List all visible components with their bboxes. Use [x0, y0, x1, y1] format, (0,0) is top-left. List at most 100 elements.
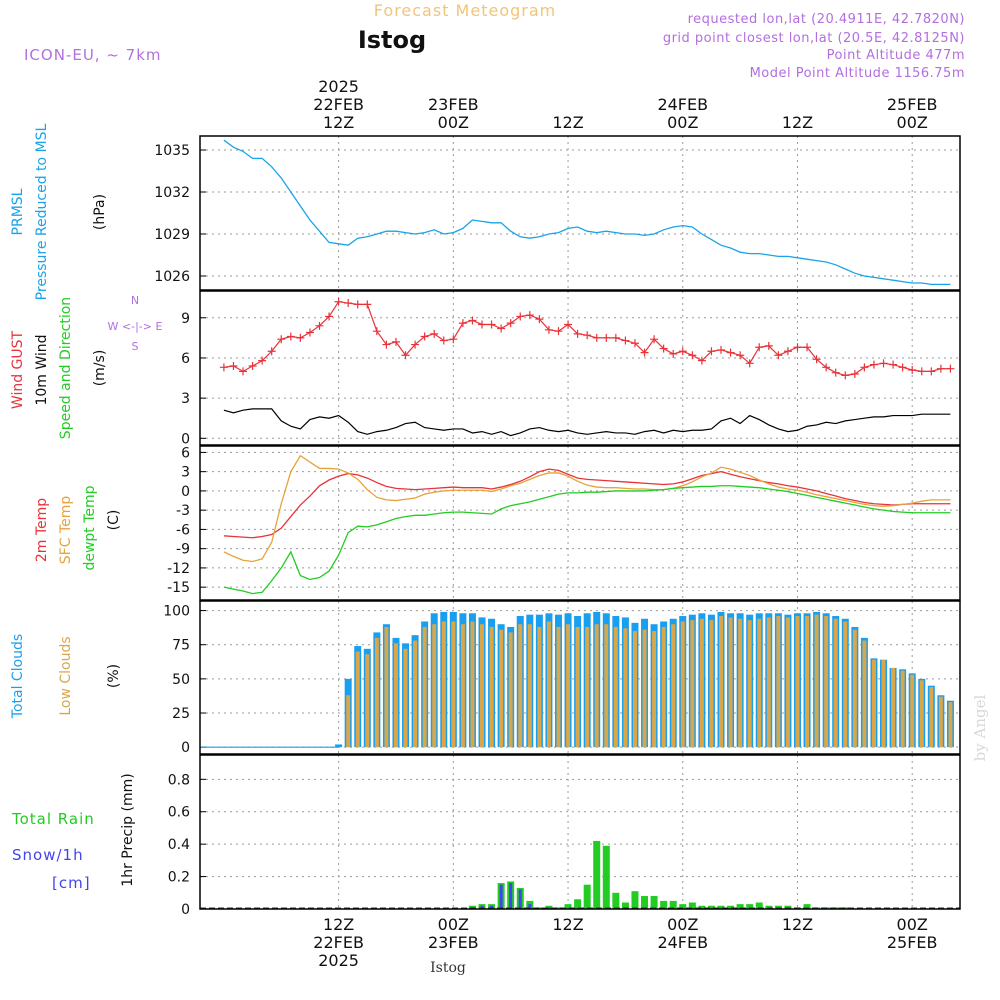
gust-marker	[755, 343, 764, 352]
y-tick-label: 0.4	[168, 837, 190, 853]
low-cloud-bar	[585, 626, 590, 748]
gust-marker	[219, 363, 228, 372]
y-tick-label: 6	[181, 351, 190, 367]
point-altitude: Point Altitude 477m	[827, 48, 965, 63]
wind-label: 10m Wind	[34, 334, 50, 405]
top-time-label: 12Z	[782, 113, 813, 132]
gust-marker	[564, 320, 573, 329]
y-tick-label: 1026	[154, 269, 190, 285]
total-clouds-label: Total Clouds	[10, 634, 26, 719]
low-cloud-bar	[413, 640, 418, 748]
gust-marker	[611, 333, 620, 342]
rain-bar	[784, 905, 792, 909]
low-cloud-bar	[776, 616, 781, 748]
top-time-label: 12Z	[323, 113, 354, 132]
panel-precip: 0 0.2 0.4 0.6 0.8	[168, 754, 961, 918]
low-cloud-bar	[594, 624, 599, 748]
top-time-label: 00Z	[438, 113, 469, 132]
gust-marker	[468, 316, 477, 325]
dewpoint-label: dewpt Temp	[82, 485, 98, 570]
top-time-label: 25FEB	[887, 95, 938, 114]
model-altitude: Model Point Altitude 1156.75m	[750, 66, 965, 81]
panel-frame	[199, 290, 961, 446]
rain-bar	[583, 884, 591, 909]
gust-marker	[573, 329, 582, 338]
snow-bar	[509, 883, 513, 909]
top-time-label: 23FEB	[428, 95, 479, 114]
bottom-time-label: 22FEB	[313, 933, 364, 952]
gust-marker	[860, 363, 869, 372]
footer-location: Istog	[430, 960, 466, 976]
gust-marker	[736, 351, 745, 360]
gust-marker	[745, 359, 754, 368]
gust-label: Wind GUST	[10, 330, 26, 409]
rain-bar	[602, 845, 610, 909]
bottom-time-label: 24FEB	[657, 933, 708, 952]
y-tick-label: 1029	[154, 227, 190, 243]
y-tick-label: 0.8	[168, 772, 190, 788]
rain-bar	[746, 904, 754, 909]
watermark: by Angel	[971, 694, 989, 761]
temp-2m-line	[223, 468, 951, 539]
low-cloud-bar	[843, 621, 848, 748]
gust-marker	[717, 345, 726, 354]
low-cloud-bar	[795, 616, 800, 748]
bottom-time-label: 00Z	[438, 915, 469, 934]
low-cloud-bar	[422, 626, 427, 748]
gust-marker	[420, 332, 429, 341]
gust-marker	[248, 361, 257, 370]
low-cloud-bar	[575, 626, 580, 748]
low-cloud-bar	[451, 621, 456, 748]
wind-unit: (m/s)	[92, 350, 108, 387]
low-cloud-bar	[384, 626, 389, 748]
low-cloud-bar	[671, 624, 676, 748]
gust-marker	[439, 336, 448, 345]
rain-bar	[707, 905, 715, 909]
gust-marker	[449, 335, 458, 344]
gust-marker	[688, 351, 697, 360]
gust-marker	[602, 333, 611, 342]
low-cloud-bar	[489, 626, 494, 748]
gust-marker	[812, 355, 821, 364]
y-tick-label: 100	[163, 604, 190, 620]
gust-marker	[764, 341, 773, 350]
pressure-line	[223, 139, 951, 286]
low-cloud-bar	[766, 617, 771, 748]
gust-marker	[430, 329, 439, 338]
gust-marker	[850, 370, 859, 379]
low-cloud-bar	[747, 620, 752, 748]
y-tick-label: 3	[181, 391, 190, 407]
prmsl-label: PRMSL	[10, 188, 26, 235]
top-time-label: 12Z	[552, 113, 583, 132]
gust-marker	[793, 343, 802, 352]
panel-wind: 0 3 6 9	[181, 290, 961, 447]
gust-marker	[391, 337, 400, 346]
panel-frame	[199, 600, 961, 755]
gust-marker	[946, 364, 955, 373]
rain-bar	[669, 900, 677, 909]
gust-marker	[525, 311, 534, 320]
gust-marker	[372, 327, 381, 336]
gust-marker	[927, 367, 936, 376]
gust-marker	[908, 366, 917, 375]
low-cloud-bar	[824, 616, 829, 748]
gust-marker	[869, 360, 878, 369]
top-time-label: 2025	[318, 77, 359, 96]
gust-marker	[774, 351, 783, 360]
gust-marker	[487, 320, 496, 329]
low-cloud-bar	[499, 629, 504, 748]
low-cloud-bar	[441, 621, 446, 748]
rain-bar	[612, 892, 620, 909]
low-cloud-bar	[891, 667, 896, 748]
gust-marker	[344, 299, 353, 308]
gust-marker	[917, 367, 926, 376]
gust-marker	[239, 367, 248, 376]
gust-marker	[506, 319, 515, 328]
product-title: Forecast Meteogram	[374, 1, 556, 20]
y-tick-label: 9	[181, 311, 190, 327]
gust-marker	[707, 347, 716, 356]
y-tick-label: -12	[167, 561, 190, 577]
rain-bar	[545, 905, 553, 909]
rain-bar	[554, 907, 562, 909]
